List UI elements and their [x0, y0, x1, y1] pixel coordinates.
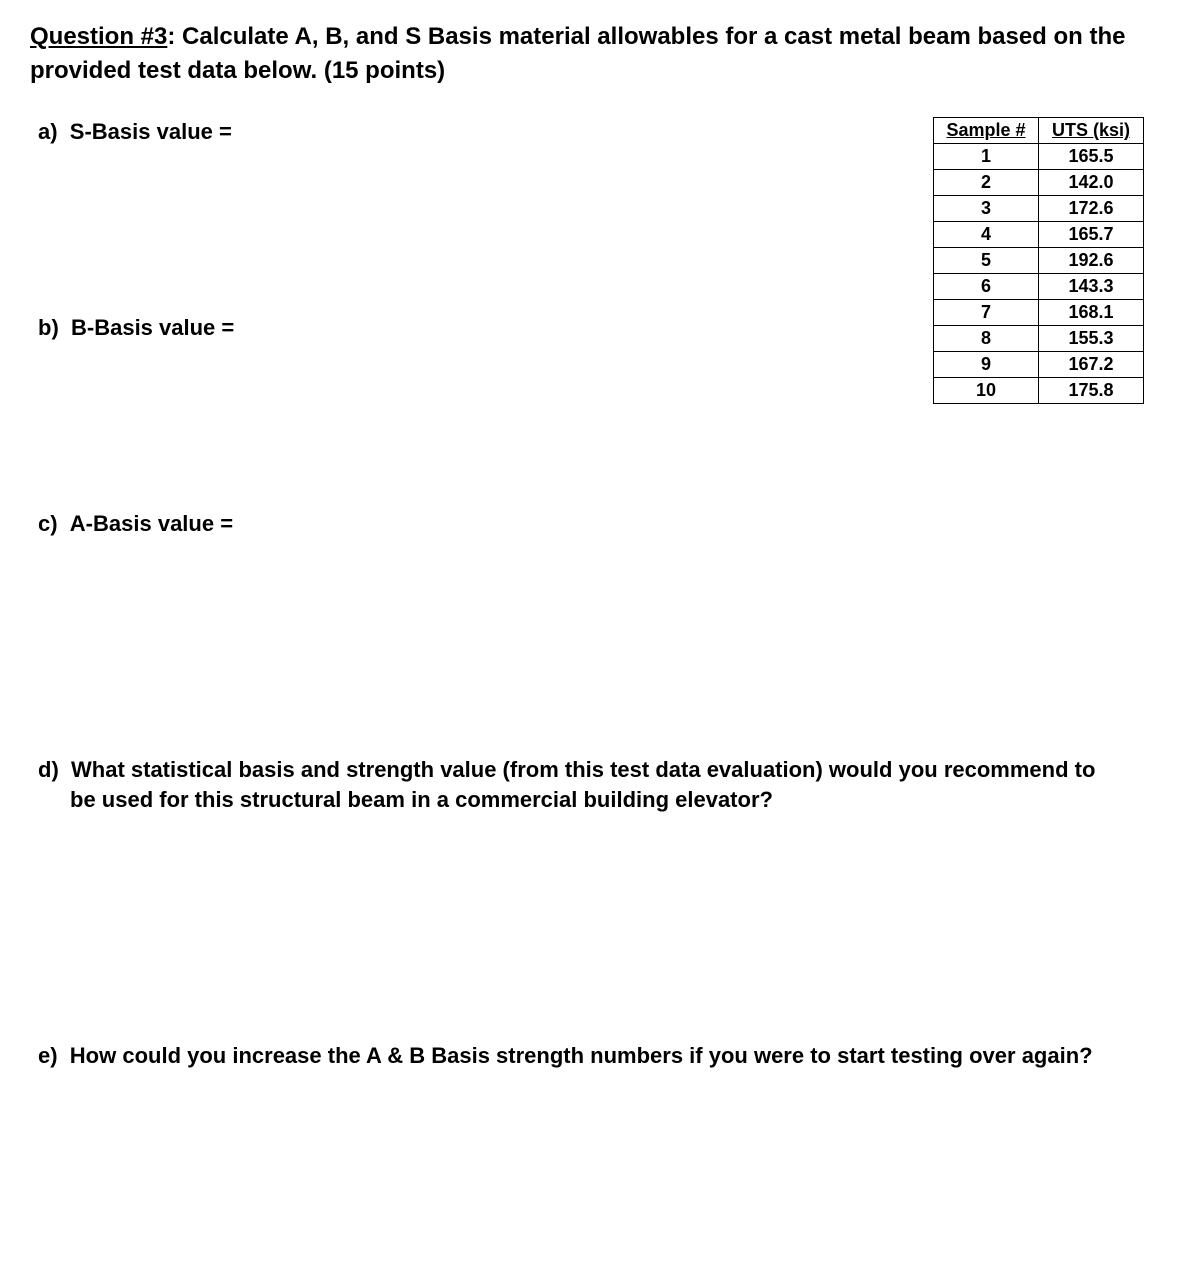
cell-sample: 2	[934, 170, 1039, 196]
content-wrapper: a) S-Basis value = b) B-Basis value = c)…	[30, 117, 1174, 1072]
table-row: 2 142.0	[934, 170, 1144, 196]
prompt-text: How could you increase the A & B Basis s…	[70, 1043, 1093, 1068]
question-title: Question #3: Calculate A, B, and S Basis…	[30, 20, 1174, 87]
prompt-d: d) What statistical basis and strength v…	[30, 755, 1174, 817]
cell-sample: 5	[934, 248, 1039, 274]
prompt-letter: b)	[38, 315, 59, 340]
table-row: 4 165.7	[934, 222, 1144, 248]
cell-uts: 165.5	[1039, 144, 1144, 170]
table-row: 6 143.3	[934, 274, 1144, 300]
cell-sample: 3	[934, 196, 1039, 222]
cell-uts: 168.1	[1039, 300, 1144, 326]
cell-uts: 155.3	[1039, 326, 1144, 352]
table-row: 1 165.5	[934, 144, 1144, 170]
cell-uts: 172.6	[1039, 196, 1144, 222]
cell-uts: 167.2	[1039, 352, 1144, 378]
table-row: 10 175.8	[934, 378, 1144, 404]
question-number: Question #3	[30, 23, 167, 50]
prompt-c: c) A-Basis value =	[30, 509, 1174, 540]
data-table: Sample # UTS (ksi) 1 165.5 2 142.0 3 172…	[933, 117, 1144, 404]
prompt-letter: e)	[38, 1043, 58, 1068]
table-row: 8 155.3	[934, 326, 1144, 352]
cell-uts: 192.6	[1039, 248, 1144, 274]
table-row: 5 192.6	[934, 248, 1144, 274]
cell-sample: 8	[934, 326, 1039, 352]
table-row: 3 172.6	[934, 196, 1144, 222]
prompt-text: S-Basis value =	[70, 119, 232, 144]
prompt-text: What statistical basis and strength valu…	[70, 757, 1095, 813]
table-row: 7 168.1	[934, 300, 1144, 326]
header-sample: Sample #	[934, 118, 1039, 144]
table-header-row: Sample # UTS (ksi)	[934, 118, 1144, 144]
prompt-text: A-Basis value =	[70, 511, 233, 536]
cell-sample: 9	[934, 352, 1039, 378]
cell-uts: 175.8	[1039, 378, 1144, 404]
prompt-e: e) How could you increase the A & B Basi…	[30, 1041, 1174, 1072]
prompt-letter: a)	[38, 119, 58, 144]
cell-sample: 7	[934, 300, 1039, 326]
cell-sample: 6	[934, 274, 1039, 300]
cell-sample: 10	[934, 378, 1039, 404]
question-text: : Calculate A, B, and S Basis material a…	[30, 23, 1125, 84]
cell-uts: 165.7	[1039, 222, 1144, 248]
cell-sample: 4	[934, 222, 1039, 248]
cell-sample: 1	[934, 144, 1039, 170]
prompt-letter: c)	[38, 511, 58, 536]
prompt-text: B-Basis value =	[71, 315, 234, 340]
cell-uts: 143.3	[1039, 274, 1144, 300]
header-uts: UTS (ksi)	[1039, 118, 1144, 144]
cell-uts: 142.0	[1039, 170, 1144, 196]
prompt-letter: d)	[38, 757, 59, 782]
table-row: 9 167.2	[934, 352, 1144, 378]
